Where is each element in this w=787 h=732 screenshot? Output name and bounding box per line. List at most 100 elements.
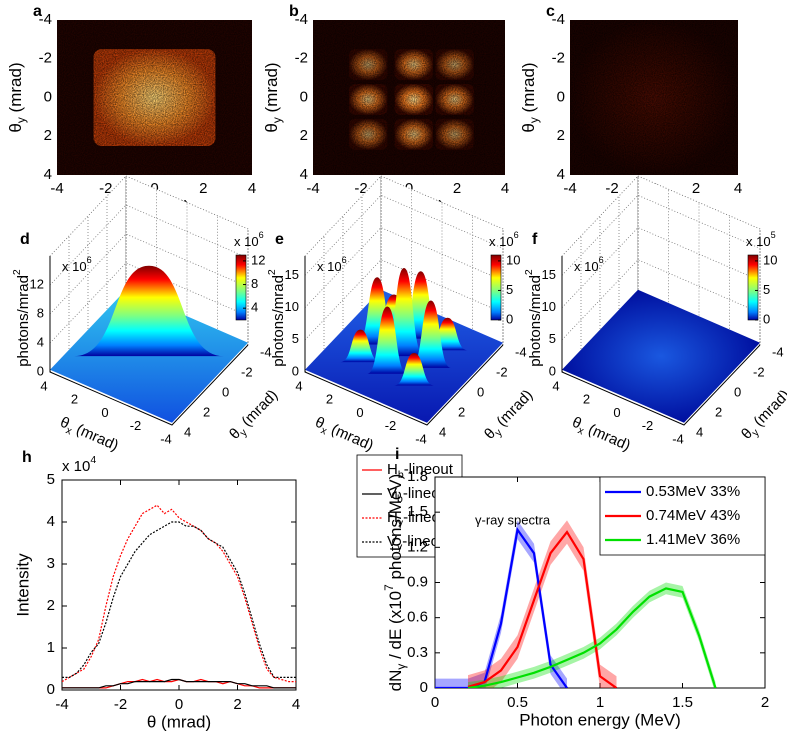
text-part: x 10	[574, 259, 599, 274]
text-part: 2	[11, 269, 23, 275]
x-tick-label: 4	[295, 378, 302, 393]
text-part: γ	[397, 541, 403, 553]
text-part: θ	[519, 123, 538, 132]
x-tick-label: 4	[734, 180, 742, 197]
text-part: 6	[342, 255, 347, 265]
text-part: y	[527, 117, 541, 123]
surface-peak	[394, 352, 435, 386]
y-tick-label: 4	[184, 424, 191, 439]
grid-line	[49, 262, 249, 344]
image-grain	[313, 20, 505, 175]
z-tick-label: 15	[285, 267, 299, 282]
colorbar	[747, 254, 759, 321]
y-tick-label: -2	[552, 50, 565, 67]
text-part: / dE (x10	[386, 591, 405, 664]
text-part: θ	[262, 123, 281, 132]
x-tick-label: 2	[761, 694, 769, 711]
surface-peak	[74, 265, 224, 357]
text-part: 7	[382, 584, 396, 591]
x-axis-label: θ (mrad)	[147, 712, 211, 731]
colorbar-tick-label: 12	[251, 252, 265, 267]
z-tick-label: 10	[542, 299, 556, 314]
colorbar-tick-label: 0	[506, 311, 513, 326]
text-part: y	[270, 117, 284, 123]
text-part: photons/mrad	[270, 275, 287, 367]
colorbar	[490, 254, 502, 321]
text-part: γ	[398, 517, 404, 529]
text-part: 6	[599, 255, 604, 265]
z-axis-label: photons/mrad2	[266, 269, 287, 367]
text-part: y	[14, 117, 28, 123]
text-part: 4	[90, 454, 96, 466]
text-part: H	[387, 509, 398, 526]
y-multiplier: x 104	[62, 454, 96, 475]
y-tick-label: 4	[300, 166, 308, 183]
text-part: V	[387, 485, 397, 502]
colorbar-tick-label: 8	[251, 276, 258, 291]
y-tick-label: 4	[439, 424, 446, 439]
y-tick-label: 4	[44, 166, 52, 183]
y-tick-label: 2	[44, 127, 52, 144]
grid-line	[304, 194, 504, 276]
text-part: -lineout	[404, 461, 454, 478]
z-tick-label: 5	[549, 331, 556, 346]
x-tick-label: 2	[326, 392, 333, 407]
x-tick-label: 0	[356, 405, 363, 420]
z-axis-label: photons/mrad2	[11, 269, 32, 367]
y-tick-label: 2	[47, 597, 55, 614]
text-part: γ	[394, 664, 408, 670]
y-tick-label: 0	[420, 679, 428, 696]
text-part: photons/mrad	[15, 275, 32, 367]
z-tick-label: 0	[292, 363, 299, 378]
series-line	[62, 678, 296, 689]
text-part: (mrad)	[6, 62, 25, 117]
y-tick-label: -4	[515, 344, 527, 359]
colorbar-multiplier: x 106	[489, 230, 519, 249]
grid-line	[561, 227, 761, 308]
y-axis-label: θy (mrad)	[226, 386, 283, 444]
colorbar-tick-label: 10	[763, 252, 777, 267]
x-tick-label: -4	[306, 180, 319, 197]
x-tick-label: 2	[71, 392, 78, 407]
x-axis-label: θx (mrad)	[568, 414, 633, 457]
z-axis-label: photons/mrad2	[523, 269, 544, 367]
y-tick-label: -2	[39, 50, 52, 67]
y-tick-label: 2	[557, 127, 565, 144]
text-part: x 10	[234, 234, 259, 249]
x-tick-label: 4	[552, 378, 559, 393]
grid-line	[49, 233, 249, 315]
panel-label: a	[33, 3, 42, 20]
z-tick-label: 12	[30, 276, 44, 291]
text-part: (mrad)	[235, 386, 281, 433]
text-part: (mrad)	[490, 386, 536, 433]
y-tick-label: 0.9	[407, 573, 428, 590]
colorbar-tick-label: 5	[763, 282, 770, 297]
surface-peak	[367, 306, 408, 374]
y-tick-label: -4	[39, 11, 52, 28]
y-tick-label: -4	[260, 344, 272, 359]
y-tick-label: 0	[47, 681, 55, 698]
text-part: (mrad)	[582, 419, 633, 454]
z-tick-label: 4	[37, 334, 44, 349]
image-grain	[570, 20, 738, 175]
text-part: θ	[6, 123, 25, 132]
axis-line	[49, 256, 249, 426]
y-tick-label: 2	[458, 404, 465, 419]
x-tick-label: -4	[672, 431, 684, 446]
text-part: x 10	[62, 458, 90, 475]
panel-label: c	[546, 3, 555, 20]
x-tick-label: -2	[385, 418, 397, 433]
text-part: 6	[514, 230, 519, 240]
text-part: (mrad)	[519, 62, 538, 117]
text-part: 6	[259, 230, 264, 240]
surface-peak	[340, 329, 381, 363]
text-part: (mrad)	[325, 419, 376, 454]
surface-floor	[50, 289, 248, 423]
y-tick-label: 4	[696, 424, 703, 439]
text-part: (mrad)	[70, 419, 121, 454]
x-tick-label: 4	[248, 180, 256, 197]
x-tick-label: -2	[354, 180, 367, 197]
y-axis-label: dNγ / dE (x107 photons/MeV)	[382, 474, 408, 692]
axis-line	[304, 256, 504, 426]
y-tick-label: 0	[222, 384, 229, 399]
